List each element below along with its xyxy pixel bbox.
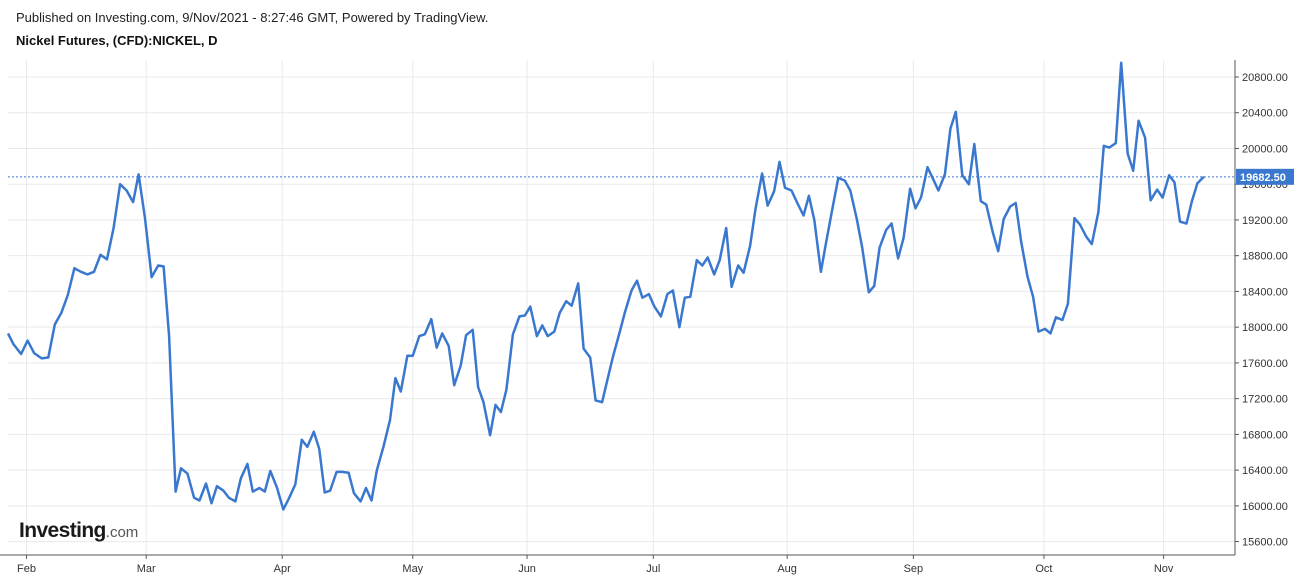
logo-brand: Investing	[19, 519, 106, 542]
last-price-tag: 19682.50	[1236, 168, 1294, 185]
y-tick-label: 18400.00	[1242, 286, 1288, 298]
series-line	[6, 61, 1205, 511]
y-tick-label: 20000.00	[1242, 143, 1288, 155]
y-tick-label: 19200.00	[1242, 215, 1288, 227]
x-tick-label: Oct	[1035, 563, 1052, 575]
x-tick-label: May	[402, 563, 423, 575]
logo-domain: .com	[105, 524, 139, 541]
x-tick-label: Aug	[777, 563, 797, 575]
y-tick-label: 20400.00	[1242, 108, 1288, 120]
y-tick-label: 16000.00	[1242, 501, 1288, 513]
x-tick-label: Jun	[518, 563, 536, 575]
y-tick-label: 20800.00	[1242, 72, 1288, 84]
x-tick-label: Mar	[137, 563, 156, 575]
x-axis-labels: Feb Mar Apr May Jun Jul Aug Sep Oct Nov	[17, 563, 1174, 575]
y-tick-label: 15600.00	[1242, 537, 1288, 549]
last-price-tag-bg	[1236, 168, 1294, 185]
investing-logo: Investing.com	[19, 519, 138, 543]
y-tick-label: 17600.00	[1242, 358, 1288, 370]
y-tick-label: 16400.00	[1242, 465, 1288, 477]
x-tick-label: Sep	[904, 563, 924, 575]
x-tick-label: Apr	[274, 563, 291, 575]
x-tick-label: Nov	[1154, 563, 1174, 575]
axes	[0, 60, 1239, 559]
instrument-title: Nickel Futures, (CFD):NICKEL, D	[16, 33, 218, 48]
x-tick-label: Jul	[646, 563, 660, 575]
y-axis-labels: 15600.00 16000.00 16400.00 16800.00 17200.00…	[1242, 72, 1288, 549]
last-price-label: 19682.50	[1240, 172, 1286, 184]
y-tick-label: 18000.00	[1242, 322, 1288, 334]
y-tick-label: 16800.00	[1242, 429, 1288, 441]
y-tick-label: 18800.00	[1242, 251, 1288, 263]
y-tick-label: 17200.00	[1242, 394, 1288, 406]
grid-lines	[8, 60, 1235, 555]
x-tick-label: Feb	[17, 563, 36, 575]
published-caption: Published on Investing.com, 9/Nov/2021 -…	[16, 10, 489, 25]
